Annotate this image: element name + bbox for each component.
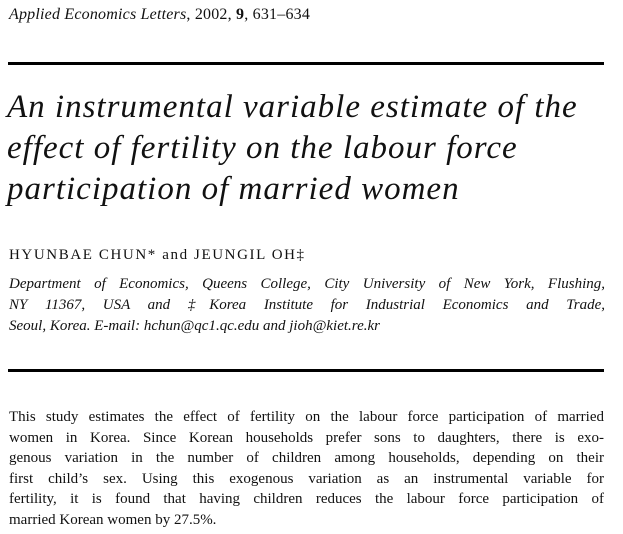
abstract-line: first child’s sex. Using this exogenous … — [9, 470, 604, 487]
abstract-line: married Korean women by 27.5%. — [9, 511, 217, 528]
abstract-line: This study estimates the effect of ferti… — [9, 409, 604, 425]
affiliation-line: Department of Economics, Queens College,… — [9, 276, 605, 292]
title-line: effect of fertility on the labour force — [7, 130, 518, 166]
abstract-line: fertility, it is found that having child… — [9, 491, 604, 507]
paper-title: An instrumental variable estimate of the… — [7, 87, 607, 210]
section-rule — [8, 369, 604, 372]
abstract-line: women in Korea. Since Korean households … — [9, 429, 604, 446]
affiliation-line: NY 11367, USA and ‡Korea Institute for I… — [9, 297, 605, 313]
abstract-line: genous variation in the number of childr… — [9, 450, 604, 466]
abstract-paragraph: This study estimates the effect of ferti… — [9, 407, 604, 530]
affiliation-block: Department of Economics, Queens College,… — [9, 274, 605, 337]
top-rule — [8, 62, 604, 65]
affiliation-line: Seoul, Korea. E-mail: hchun@qc1.qc.edu a… — [9, 318, 380, 334]
journal-name: Applied Economics Letters — [9, 6, 187, 23]
journal-pages: 631–634 — [252, 6, 311, 23]
title-line: participation of married women — [7, 171, 460, 207]
author-list: HYUNBAE CHUN* and JEUNGIL OH‡ — [9, 247, 306, 263]
journal-separator: , — [244, 6, 253, 23]
title-line: An instrumental variable estimate of the — [7, 89, 578, 125]
journal-year: , 2002, — [186, 6, 237, 23]
journal-citation: Applied Economics Letters, 2002, 9, 631–… — [9, 6, 310, 24]
journal-volume: 9 — [236, 6, 245, 23]
